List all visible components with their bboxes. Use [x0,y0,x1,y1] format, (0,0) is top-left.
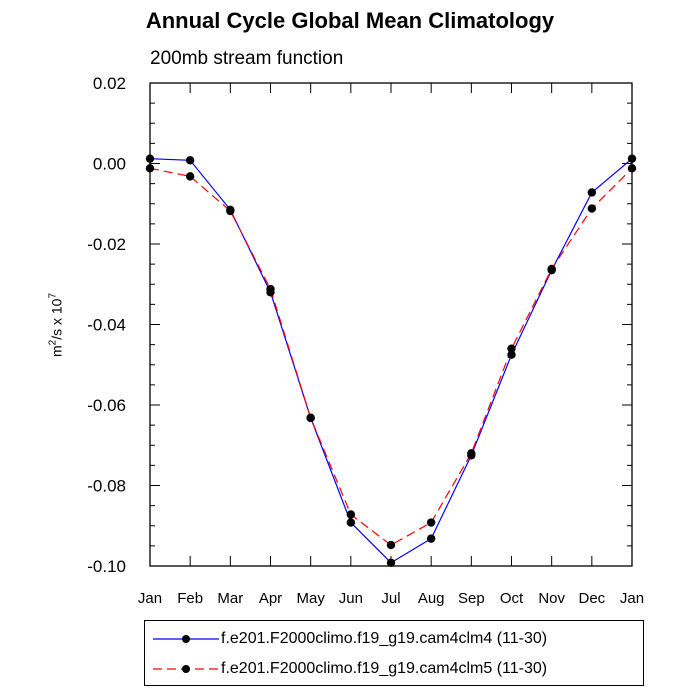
series-2-point [266,284,275,294]
x-tick-label: Nov [538,590,565,607]
y-tick-label: -0.08 [87,477,126,496]
series-2-point [185,172,195,181]
series-1-point [507,350,516,359]
legend-item-2: f.e201.F2000climo.f19_g19.cam4clm5 (11-3… [151,655,547,683]
series-2-point [507,344,516,353]
series-1-point [145,154,155,163]
series-line-2 [149,167,633,546]
x-tick-label: Mar [217,590,243,607]
series-1-point [587,188,597,197]
x-tick-label: Dec [578,590,605,607]
series-1-point [386,558,396,567]
series-2-point [587,204,597,213]
x-tick-label: Jan [620,590,644,607]
x-tick-label: May [296,590,325,607]
y-tick-label: 0.02 [93,74,126,93]
legend-label-2: f.e201.F2000climo.f19_g19.cam4clm5 (11-3… [221,660,548,677]
legend-label-1: f.e201.F2000climo.f19_g19.cam4clm4 (11-3… [221,630,548,647]
x-tick-label: Sep [458,590,485,607]
x-tick-label: Aug [418,590,445,607]
chart-subtitle: 200mb stream function [150,48,344,69]
x-tick-label: Jul [381,590,400,607]
y-tick-label: 0.00 [93,155,126,174]
x-tick-label: Oct [500,590,524,607]
x-tick-label: Feb [177,590,203,607]
x-tick-label: Jun [339,590,363,607]
series-1-point [426,534,436,543]
legend-item-1: f.e201.F2000climo.f19_g19.cam4clm4 (11-3… [151,625,547,653]
series-2-point [386,540,396,550]
series-2-point [627,164,637,173]
x-tick-label: Apr [259,590,282,607]
legend: f.e201.F2000climo.f19_g19.cam4clm4 (11-3… [144,620,644,686]
series-2-point [547,264,556,274]
y-tick-label: -0.06 [87,396,126,415]
series-2-point [226,206,235,216]
series-line-1 [149,158,633,564]
plot-frame [149,82,633,567]
y-tick-label: -0.04 [87,316,126,335]
legend-swatch-2 [153,665,219,673]
series-2-point [145,164,155,173]
series-1-point [627,154,637,163]
x-tick-label: Jan [138,590,162,607]
y-tick-label: -0.10 [87,557,126,576]
series-1-point [346,518,356,527]
plot-area: 0.02 0.00 -0.02 -0.04 -0.06 -0.08 -0.10 Jan Feb M… [87,74,644,607]
series-2-point [467,449,476,458]
series-2-point [346,510,356,519]
series-2-point [306,413,315,423]
y-tick-label: -0.02 [87,235,126,254]
legend-swatch-1 [153,635,219,643]
chart-title: Annual Cycle Global Mean Climatology [145,8,555,33]
series-1-point [185,156,195,165]
series-2-point [426,518,436,527]
